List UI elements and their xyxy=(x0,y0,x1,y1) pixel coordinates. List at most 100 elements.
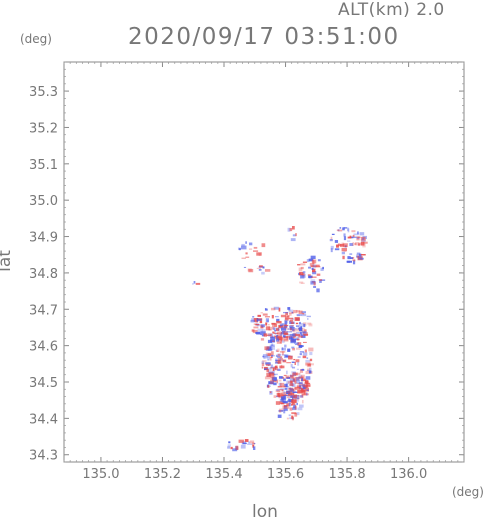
echo-cell xyxy=(287,394,291,397)
echo-cell xyxy=(343,227,348,229)
echo-cell xyxy=(357,236,361,238)
echo-cell xyxy=(277,392,281,397)
echo-cell xyxy=(356,252,361,255)
echo-cell xyxy=(308,275,313,279)
echo-cell xyxy=(264,346,270,351)
echo-cell xyxy=(354,242,359,246)
altitude-label: ALT(km) 2.0 xyxy=(338,0,445,20)
tick-layer: 135.0 135.2 135.4 135.6 135.8 136.0 34.3 34.4 34… xyxy=(29,61,465,482)
echo-cell xyxy=(353,233,359,236)
echo-cell xyxy=(308,370,312,374)
echo-cell xyxy=(272,368,275,372)
echo-cell xyxy=(264,376,271,380)
echo-cell xyxy=(227,446,231,449)
echo-cell xyxy=(295,334,301,337)
echo-cell xyxy=(275,354,278,358)
echo-cell xyxy=(289,320,292,325)
echo-cell xyxy=(292,383,296,387)
echo-cell xyxy=(268,371,274,374)
echo-cell xyxy=(306,315,311,318)
echo-cell xyxy=(295,322,299,325)
echo-cell xyxy=(282,359,287,363)
echo-cell xyxy=(248,268,254,273)
y-tick-label: 34.3 xyxy=(29,449,58,464)
echo-cell xyxy=(285,355,291,358)
echo-cell xyxy=(298,384,302,388)
echo-cell xyxy=(291,399,297,403)
echo-cell xyxy=(292,234,296,237)
echo-cell xyxy=(352,242,355,246)
echo-cell xyxy=(275,390,281,392)
echo-cell xyxy=(303,391,306,395)
echo-cell xyxy=(285,375,290,379)
echo-cell xyxy=(299,351,305,353)
echo-cell xyxy=(253,318,259,322)
echo-cell xyxy=(288,355,293,360)
echo-cell xyxy=(295,380,301,384)
echo-cell xyxy=(280,327,287,331)
echo-cell xyxy=(270,346,273,351)
echo-cell xyxy=(257,328,263,333)
echo-cell xyxy=(342,227,345,231)
echo-cell xyxy=(286,392,291,394)
echo-cell xyxy=(286,336,288,340)
echo-cell xyxy=(356,255,360,259)
echo-cell xyxy=(302,352,308,356)
y-tick-label: 35.0 xyxy=(29,194,58,209)
echo-cell xyxy=(306,392,308,396)
echo-cell xyxy=(289,388,294,392)
echo-cell xyxy=(292,401,294,405)
echo-cell xyxy=(277,335,282,339)
echo-cell xyxy=(286,376,291,379)
echo-cell xyxy=(343,233,346,237)
echo-cell xyxy=(287,393,293,396)
echo-cell xyxy=(283,410,286,414)
echo-cell xyxy=(296,377,300,381)
echo-cell xyxy=(301,389,306,393)
echo-cell xyxy=(274,367,278,371)
echo-cell xyxy=(301,383,305,388)
echo-cell xyxy=(238,248,241,251)
echo-cell xyxy=(341,247,347,252)
echo-cell xyxy=(302,331,307,334)
echo-cell xyxy=(275,349,278,352)
echo-cell xyxy=(356,236,360,239)
echo-cell xyxy=(288,336,293,340)
echo-cell xyxy=(290,380,293,384)
y-tick-label: 34.5 xyxy=(29,376,58,391)
echo-cell xyxy=(298,376,304,379)
echo-cell xyxy=(292,329,296,332)
echo-cell xyxy=(287,392,291,396)
echo-cell xyxy=(286,380,291,385)
echo-cell xyxy=(270,375,276,378)
echo-cell xyxy=(320,267,324,271)
echo-cell xyxy=(291,366,296,369)
echo-cell xyxy=(289,407,293,411)
echo-cell xyxy=(287,348,291,352)
echo-cell xyxy=(301,311,306,314)
echo-cell xyxy=(276,333,282,337)
echo-cell xyxy=(347,228,350,233)
y-tick-label: 35.2 xyxy=(29,121,58,136)
echo-cell xyxy=(315,266,321,268)
echo-cell xyxy=(287,307,291,310)
echo-cell xyxy=(286,403,290,406)
echo-cell xyxy=(282,335,286,338)
echo-cell xyxy=(248,242,253,246)
echo-cell xyxy=(266,334,272,337)
echo-cell xyxy=(263,333,268,337)
echo-cell xyxy=(341,251,345,255)
echo-cell xyxy=(356,231,359,235)
echo-cell xyxy=(301,327,305,332)
x-axis-label: lon xyxy=(252,502,278,522)
echo-cell xyxy=(295,372,301,375)
echo-cell xyxy=(195,282,201,285)
echo-cell xyxy=(235,445,239,450)
echo-cell xyxy=(291,226,295,230)
echo-cell xyxy=(290,395,295,398)
echo-cell xyxy=(301,377,303,382)
echo-cell xyxy=(291,361,295,364)
echo-cell xyxy=(284,317,289,321)
echo-cell xyxy=(289,334,294,336)
echo-cell xyxy=(289,311,294,314)
